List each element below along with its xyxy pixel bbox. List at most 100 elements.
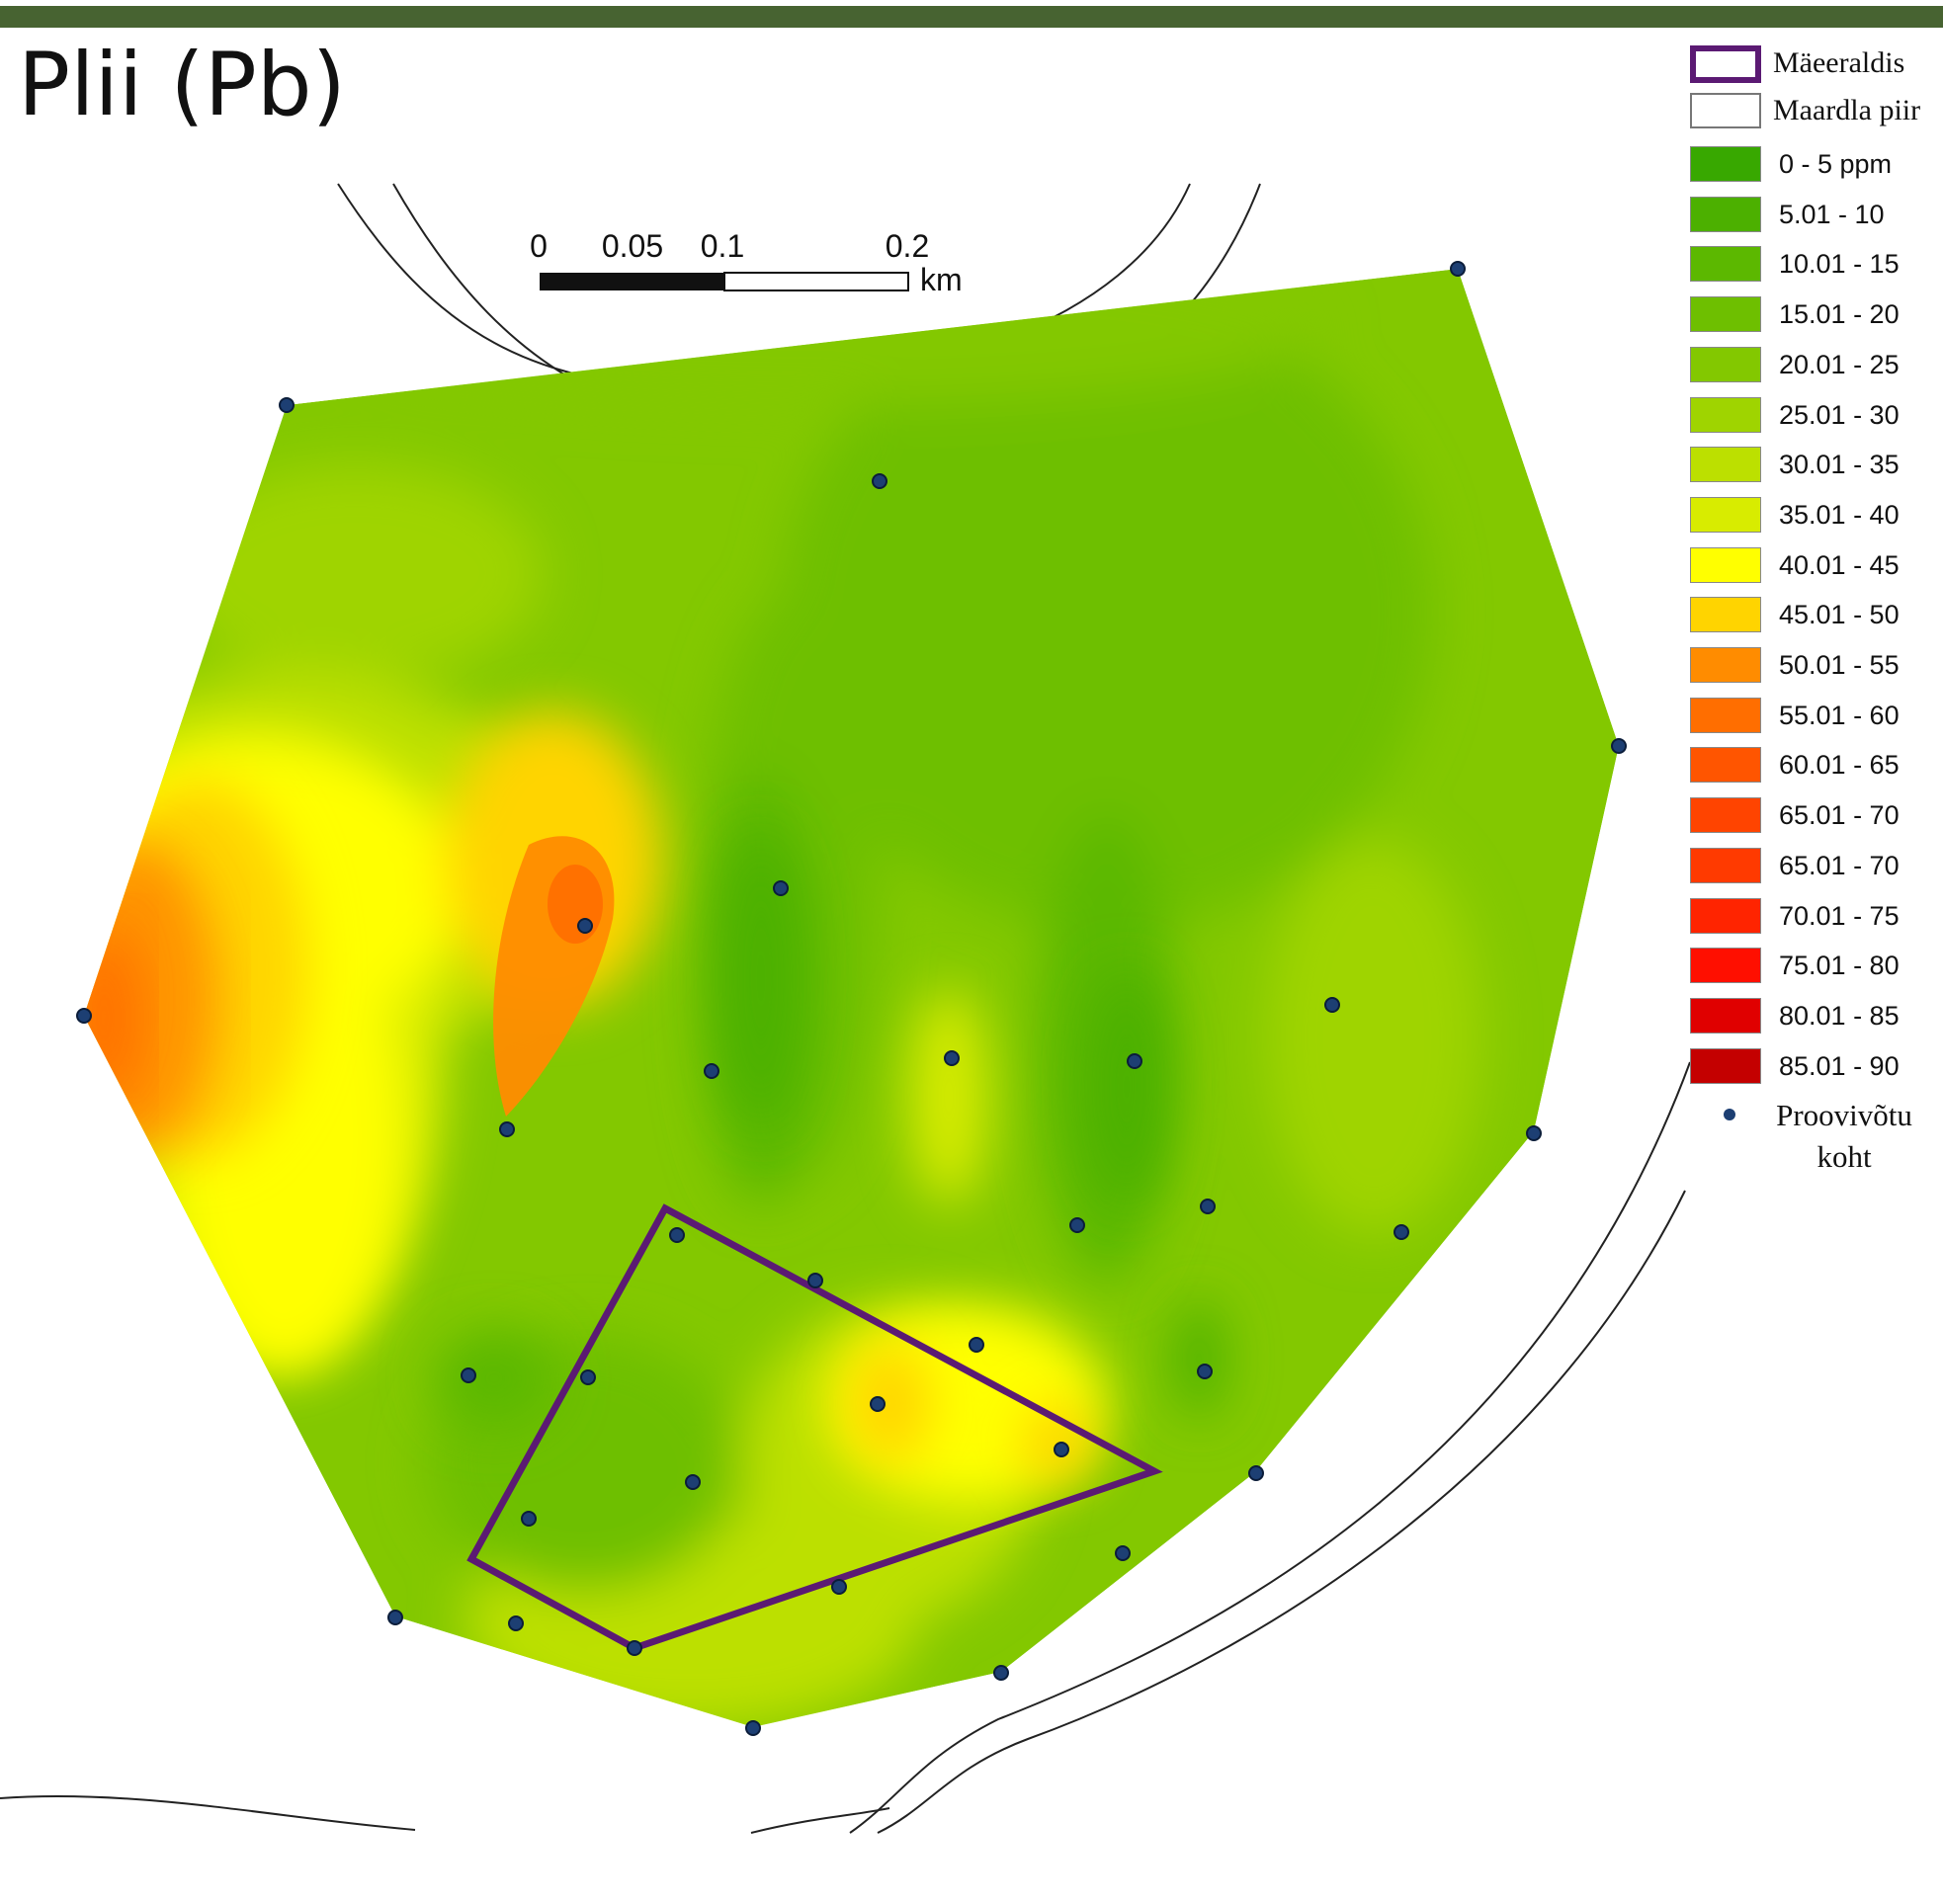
sample-point [1248,1465,1264,1481]
zone-west-red [84,929,143,1107]
legend-item-deposit-boundary: Maardla piir [1688,93,1935,130]
sample-points [76,261,1627,1736]
sample-point [969,1337,984,1353]
legend-item-class: 15.01 - 20 [1688,296,1935,334]
legend-swatch-mining-allotment [1690,45,1761,83]
sample-point [1115,1545,1131,1561]
legend-item-class: 30.01 - 35 [1688,447,1935,484]
scale-tick-005: 0.05 [602,228,663,264]
sample-point [577,918,593,934]
road-line-southeast-1 [849,1061,1691,1834]
legend-item-class: 65.01 - 70 [1688,797,1935,835]
legend-label-class: 5.01 - 10 [1779,199,1885,229]
legend-label-class: 65.01 - 70 [1779,850,1900,880]
scale-unit: km [920,262,963,297]
sample-point [704,1063,719,1079]
legend-item-class: 45.01 - 50 [1688,597,1935,634]
sample-point [1054,1442,1069,1457]
legend-label-class: 20.01 - 25 [1779,349,1900,379]
sample-point [1450,261,1466,277]
scale-bar-white [723,272,909,291]
legend-swatch-class [1690,697,1761,733]
sample-point [508,1615,524,1631]
sample-point [669,1227,685,1243]
legend-label-class: 35.01 - 40 [1779,499,1900,530]
concentration-surface [84,269,1619,1727]
sample-point [627,1640,642,1656]
legend-sample-point-symbol [1724,1109,1735,1120]
legend-swatch-class [1690,546,1761,583]
legend-swatch-class [1690,948,1761,984]
legend-swatch-class [1690,196,1761,232]
sample-point [1127,1053,1142,1069]
legend-item-class: 25.01 - 30 [1688,396,1935,435]
legend-swatch-class [1690,797,1761,834]
zone-green-core-2 [1087,968,1166,1205]
sample-point [279,397,295,413]
legend-swatch-class [1690,396,1761,433]
legend-label-sample-point-line1: Proovivõtu [1776,1098,1912,1132]
legend-swatch-class [1690,296,1761,333]
scale-bar-black [540,273,724,290]
sample-point [872,473,887,489]
page-title: Plii (Pb) [18,34,346,135]
zone-north-east [781,296,1433,929]
sample-point [1197,1364,1213,1379]
legend-label-sample-point: Proovivõtu koht [1745,1095,1943,1178]
zone-green-core-1 [721,830,801,1126]
legend-label-class: 85.01 - 90 [1779,1050,1900,1081]
legend-label-class: 0 - 5 ppm [1779,149,1893,179]
legend-swatch-class [1690,897,1761,934]
legend-swatch-class [1690,1047,1761,1084]
zone-green-core-4 [435,1329,553,1428]
legend-swatch-class [1690,597,1761,633]
zone-midwest-red-spot [548,865,603,944]
legend-swatch-class [1690,997,1761,1034]
sample-point [745,1720,761,1736]
legend-swatch-class [1690,496,1761,533]
scale-bar: 0 0.05 0.1 0.2 km [530,228,963,297]
sample-point [76,1008,92,1024]
legend-item-class: 85.01 - 90 [1688,1047,1935,1086]
legend-label-class: 10.01 - 15 [1779,249,1900,280]
sample-point [944,1050,960,1066]
road-line-south [750,1807,890,1834]
legend-item-class: 70.01 - 75 [1688,897,1935,936]
legend-swatch-class [1690,647,1761,683]
legend-item-mining-allotment: Mäeeraldis [1688,45,1935,83]
sample-point [461,1367,476,1383]
legend-label-class: 45.01 - 50 [1779,600,1900,630]
zone-center-orange [850,1344,929,1462]
sample-point [521,1511,537,1527]
zone-east-orange [1023,1403,1092,1482]
legend-item-class: 5.01 - 10 [1688,196,1935,234]
legend-swatch-deposit-boundary [1690,93,1761,128]
sample-point [1394,1224,1409,1240]
sample-point [1069,1217,1085,1233]
legend-label-class: 15.01 - 20 [1779,299,1900,330]
legend-swatch-class [1690,346,1761,382]
legend-item-class: 55.01 - 60 [1688,697,1935,735]
legend-label-class: 75.01 - 80 [1779,951,1900,981]
legend-item-class: 50.01 - 55 [1688,647,1935,685]
legend-swatch-class [1690,246,1761,283]
legend-label-class: 65.01 - 70 [1779,800,1900,831]
legend-swatch-class [1690,747,1761,784]
sample-point [1526,1125,1542,1141]
legend-label-deposit-boundary: Maardla piir [1773,94,1921,126]
legend-label-sample-point-line2: koht [1816,1139,1872,1174]
legend-item-class: 75.01 - 80 [1688,948,1935,985]
sample-point [807,1273,823,1288]
legend-item-class: 60.01 - 65 [1688,747,1935,785]
zone-east-lobe [1265,840,1482,1235]
sample-point [1324,997,1340,1013]
legend-label-class: 70.01 - 75 [1779,900,1900,931]
sample-point [1200,1199,1216,1214]
zone-east-center-yellow [909,988,988,1205]
sample-point [1611,738,1627,754]
legend-swatch-class [1690,146,1761,182]
legend-label-class: 25.01 - 30 [1779,399,1900,430]
sample-point [773,880,789,896]
legend-label-class: 40.01 - 45 [1779,549,1900,580]
